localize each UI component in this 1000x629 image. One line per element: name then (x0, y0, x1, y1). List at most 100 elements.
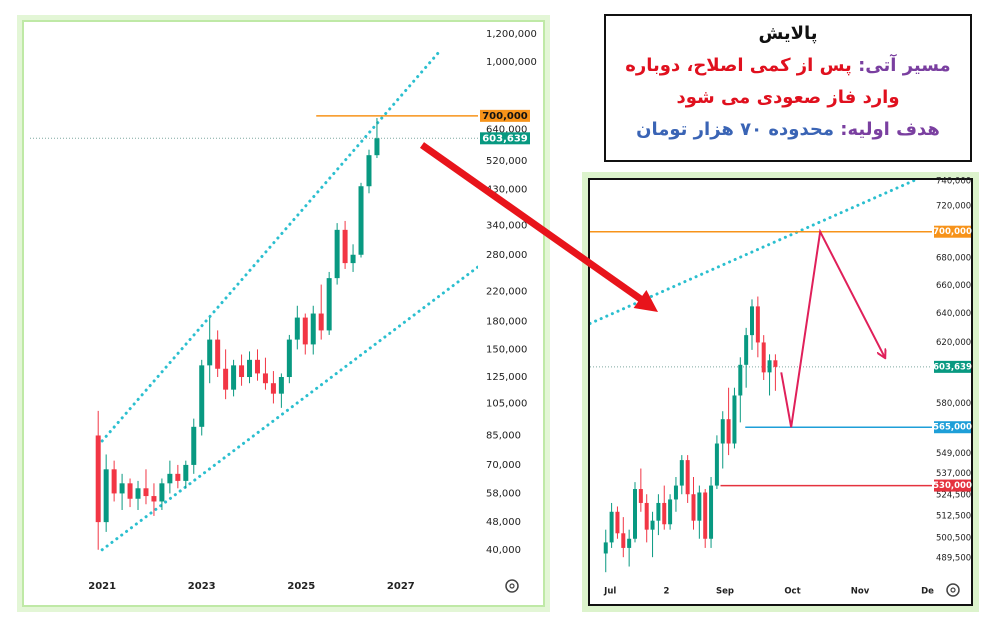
candle-body (318, 313, 324, 331)
candle-body (668, 499, 673, 525)
candle-body (627, 538, 632, 548)
level-label-box (934, 421, 971, 434)
y-tick-label: 524,500 (936, 491, 971, 501)
x-tick-label: Oct (784, 587, 800, 597)
candle-body (603, 542, 608, 554)
candle-body (755, 306, 760, 343)
settings-icon[interactable] (946, 583, 960, 597)
annotation-box: پالایش مسیر آتی: پس از کمی اصلاح، دوباره… (604, 14, 972, 162)
candle-body (95, 435, 101, 523)
panel-glow (17, 15, 550, 612)
price-label-box (480, 132, 530, 145)
level-label-box (934, 479, 971, 492)
candle-body (231, 365, 237, 390)
candle-body (744, 335, 749, 365)
settings-icon[interactable] (505, 579, 519, 593)
price-label: 603,639 (482, 133, 528, 144)
y-tick-label: 549,000 (936, 449, 971, 459)
candle-body (366, 155, 372, 187)
candle-body (691, 494, 696, 521)
annotation-text: وارد فاز صعودی می شود (676, 87, 900, 108)
candle-body (262, 373, 268, 384)
annotation-line: مسیر آتی: پس از کمی اصلاح، دوباره (606, 50, 970, 82)
y-tick-label: 70,000 (486, 460, 521, 471)
candle-body (773, 360, 778, 367)
candle-body (302, 317, 308, 345)
y-tick-label: 620,000 (936, 338, 971, 348)
y-tick-label: 280,000 (486, 250, 527, 261)
y-tick-label: 180,000 (486, 317, 527, 328)
x-tick-label: 2025 (287, 581, 315, 592)
y-tick-label: 512,500 (936, 512, 971, 522)
candle-body (709, 485, 714, 539)
candle-body (615, 511, 620, 534)
y-tick-label: 680,000 (936, 254, 971, 264)
level-label: 700,000 (933, 227, 972, 237)
candle-body (750, 306, 754, 336)
left-panel (22, 20, 545, 607)
y-tick-label: 720,000 (936, 202, 971, 212)
x-tick-label: 2027 (387, 581, 415, 592)
y-tick-label: 340,000 (486, 220, 527, 231)
candle-body (673, 485, 678, 500)
candle-body (278, 377, 284, 394)
channel-line (590, 180, 917, 326)
candle-body (254, 359, 260, 374)
candle-body (656, 502, 661, 521)
y-tick-label: 1,000,000 (486, 57, 537, 68)
y-tick-label: 640,000 (486, 124, 527, 135)
candle-body (358, 186, 364, 255)
channel-line (100, 265, 478, 552)
axes: 1,200,000 1,000,000 640,000 520,000 430,000 3… (88, 29, 537, 592)
candle-body (167, 473, 173, 484)
candle-body (215, 339, 221, 369)
candle-body (662, 502, 667, 525)
candle-body (159, 483, 165, 502)
price-label-box (934, 360, 971, 373)
level-label: 565,000 (933, 423, 972, 433)
candle-body (644, 502, 649, 530)
candle-body (183, 464, 189, 481)
annotation-text: محدوده ۷۰ هزار تومان (636, 119, 834, 140)
x-tick-label: Sep (716, 587, 734, 597)
candle-body (151, 496, 157, 502)
candle-body (621, 533, 626, 548)
candle-body (350, 254, 356, 264)
candle-body (714, 443, 719, 486)
candle-body (310, 313, 316, 345)
plot-area (30, 49, 478, 552)
y-tick-label: 48,000 (486, 517, 521, 528)
plot-area (590, 180, 932, 573)
y-tick-label: 150,000 (486, 344, 527, 355)
y-tick-label: 740,000 (936, 177, 971, 187)
candle-body (247, 359, 253, 378)
candle-body (334, 229, 340, 279)
candle-body (374, 138, 380, 156)
candle-body (135, 488, 141, 499)
y-tick-label: 1,200,000 (486, 29, 537, 40)
y-tick-label: 40,000 (486, 545, 521, 556)
y-tick-label: 520,000 (486, 156, 527, 167)
candle-body (685, 460, 690, 495)
y-tick-label: 125,000 (486, 372, 527, 383)
candle-body (720, 419, 725, 444)
y-tick-label: 105,000 (486, 398, 527, 409)
x-tick-label: De (921, 587, 934, 597)
candle-body (270, 383, 276, 394)
candle-body (223, 368, 229, 390)
y-tick-label: 580,000 (936, 399, 971, 409)
level-label: 700,000 (482, 111, 528, 122)
candle-body (127, 483, 133, 499)
annotation-text: پس از کمی اصلاح، دوباره (625, 55, 852, 76)
price-label: 603,639 (933, 362, 972, 372)
x-tick-label: Nov (851, 587, 870, 597)
level-label: 530,000 (933, 481, 972, 491)
candle-body (342, 229, 348, 264)
annotation-line: هدف اولیه: محدوده ۷۰ هزار تومان (606, 114, 970, 146)
candle-body (697, 492, 702, 521)
candle-body (732, 395, 737, 444)
candle-body (143, 488, 149, 497)
